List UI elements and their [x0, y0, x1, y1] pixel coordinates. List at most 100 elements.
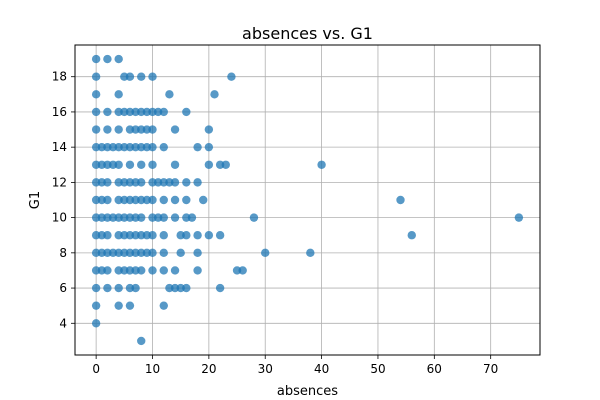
data-point	[125, 301, 135, 310]
data-point	[125, 160, 135, 169]
data-point	[396, 195, 405, 205]
data-point	[91, 54, 101, 64]
data-point	[165, 90, 174, 99]
data-point	[317, 160, 326, 169]
data-point	[193, 248, 202, 258]
x-axis-label: absences	[277, 384, 338, 399]
y-axis-label: G1	[28, 191, 43, 209]
data-point	[148, 231, 157, 240]
data-point	[193, 178, 202, 187]
x-tick-label: 50	[370, 362, 385, 376]
data-point	[91, 125, 101, 134]
data-point	[159, 248, 168, 258]
data-point	[91, 107, 101, 117]
x-tick-label: 70	[483, 362, 498, 376]
data-point	[182, 107, 191, 117]
data-point	[137, 336, 146, 346]
x-tick-label: 20	[201, 362, 216, 376]
data-point	[182, 195, 191, 205]
data-point	[114, 283, 123, 293]
data-point	[215, 231, 225, 240]
data-point	[159, 195, 168, 205]
data-point	[407, 231, 416, 240]
data-point	[193, 142, 202, 152]
data-point	[91, 319, 101, 328]
axis-ticks: 0 10 20 30 40 50 60 70 4 6 8 10 12 14 16 18	[52, 70, 499, 376]
data-point	[215, 283, 225, 293]
data-points	[91, 54, 524, 346]
data-point	[103, 231, 112, 240]
data-point	[131, 283, 140, 293]
data-point	[170, 178, 180, 187]
data-point	[193, 266, 202, 275]
data-point	[159, 107, 168, 117]
data-point	[137, 72, 146, 81]
data-point	[170, 266, 180, 275]
data-point	[148, 195, 157, 205]
data-point	[91, 72, 101, 81]
data-point	[148, 142, 157, 152]
x-tick-label: 60	[427, 362, 442, 376]
data-point	[125, 72, 135, 81]
data-point	[182, 283, 191, 293]
data-point	[176, 248, 185, 258]
y-tick-label: 8	[59, 246, 67, 260]
x-tick-label: 0	[92, 362, 100, 376]
data-point	[204, 142, 214, 152]
data-point	[170, 213, 180, 222]
data-point	[199, 195, 208, 205]
data-point	[103, 266, 112, 275]
data-point	[210, 90, 219, 99]
data-point	[137, 178, 146, 187]
data-point	[514, 213, 524, 222]
data-point	[148, 248, 157, 258]
y-tick-label: 4	[59, 316, 67, 330]
plot-frame	[74, 44, 541, 356]
data-point	[114, 125, 123, 134]
data-point	[148, 266, 157, 275]
y-tick-label: 18	[52, 70, 67, 84]
data-point	[114, 160, 123, 169]
data-point	[91, 90, 101, 99]
chart-title: absences vs. G1	[242, 24, 373, 43]
data-point	[103, 283, 112, 293]
data-point	[159, 266, 168, 275]
data-point	[114, 90, 123, 99]
data-point	[159, 142, 168, 152]
data-point	[148, 125, 157, 134]
y-tick-label: 6	[59, 281, 67, 295]
data-point	[204, 231, 214, 240]
data-point	[187, 213, 197, 222]
y-tick-label: 10	[52, 211, 67, 225]
data-point	[103, 125, 112, 134]
data-point	[91, 283, 101, 293]
data-point	[221, 160, 230, 169]
data-point	[306, 248, 315, 258]
data-point	[159, 301, 168, 310]
data-point	[114, 54, 123, 64]
data-point	[148, 72, 157, 81]
data-point	[204, 160, 214, 169]
data-point	[238, 266, 247, 275]
data-point	[204, 125, 214, 134]
data-point	[182, 231, 191, 240]
data-point	[170, 160, 180, 169]
data-point	[148, 160, 157, 169]
data-point	[193, 231, 202, 240]
y-tick-label: 16	[52, 105, 67, 119]
data-point	[170, 195, 180, 205]
y-tick-label: 14	[52, 140, 67, 154]
data-point	[103, 195, 112, 205]
data-point	[114, 301, 123, 310]
y-tick-label: 12	[52, 175, 67, 189]
data-point	[137, 160, 146, 169]
x-tick-label: 40	[314, 362, 329, 376]
data-point	[170, 125, 180, 134]
data-point	[159, 231, 168, 240]
data-point	[182, 178, 191, 187]
data-point	[103, 107, 112, 117]
data-point	[159, 213, 168, 222]
data-point	[137, 213, 146, 222]
x-tick-label: 10	[145, 362, 160, 376]
